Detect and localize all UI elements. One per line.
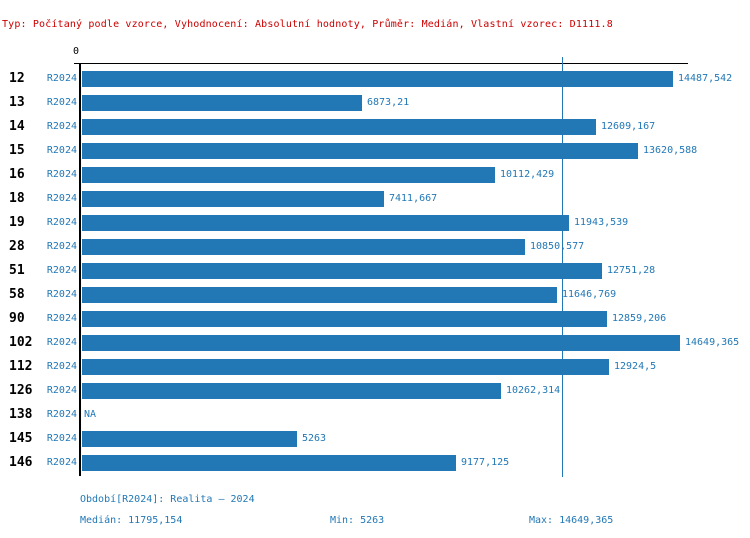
row-category-label: 112 xyxy=(9,359,33,374)
bar xyxy=(82,71,673,87)
row-category-label: 145 xyxy=(9,431,33,446)
bar xyxy=(82,455,456,471)
bar-row: 112 R2024 12924,5 xyxy=(0,359,750,375)
row-series-label: R2024 xyxy=(46,265,77,276)
bar-value-label: 5263 xyxy=(302,433,327,444)
bar-value-label: 12609,167 xyxy=(601,121,656,132)
row-series-label: R2024 xyxy=(46,121,77,132)
row-category-label: 28 xyxy=(9,239,25,254)
bar-row: 18 R2024 7411,667 xyxy=(0,191,750,207)
bar xyxy=(82,311,607,327)
bar-value-label: 10112,429 xyxy=(500,169,555,180)
row-category-label: 58 xyxy=(9,287,25,302)
bar xyxy=(82,95,362,111)
bar xyxy=(82,191,384,207)
row-series-label: R2024 xyxy=(46,241,77,252)
bar-value-label: 14487,542 xyxy=(678,73,733,84)
row-series-label: R2024 xyxy=(46,409,77,420)
bar-row: 138 R2024 NA xyxy=(0,407,750,423)
row-series-label: R2024 xyxy=(46,217,77,228)
median-stat-label: Medián: 11795,154 xyxy=(80,515,183,526)
chart-info-line: Typ: Počítaný podle vzorce, Vyhodnocení:… xyxy=(2,19,613,30)
bar-value-label: 12751,28 xyxy=(607,265,656,276)
x-axis-line xyxy=(74,63,688,64)
bar-row: 58 R2024 11646,769 xyxy=(0,287,750,303)
row-category-label: 16 xyxy=(9,167,25,182)
row-category-label: 12 xyxy=(9,71,25,86)
row-category-label: 146 xyxy=(9,455,33,470)
row-series-label: R2024 xyxy=(46,145,77,156)
bar-row: 15 R2024 13620,588 xyxy=(0,143,750,159)
x-axis-zero-label: 0 xyxy=(73,46,80,57)
row-category-label: 13 xyxy=(9,95,25,110)
bar-row: 12 R2024 14487,542 xyxy=(0,71,750,87)
bar-value-label: 14649,365 xyxy=(685,337,740,348)
bar-value-label: 13620,588 xyxy=(643,145,698,156)
row-series-label: R2024 xyxy=(46,169,77,180)
bar xyxy=(82,431,297,447)
row-series-label: R2024 xyxy=(46,97,77,108)
bar-row: 16 R2024 10112,429 xyxy=(0,167,750,183)
bar-value-label: 10850,577 xyxy=(530,241,585,252)
bar xyxy=(82,119,596,135)
bar-value-label: 12924,5 xyxy=(614,361,657,372)
bar xyxy=(82,335,680,351)
row-series-label: R2024 xyxy=(46,337,77,348)
bar xyxy=(82,359,609,375)
min-stat-label: Min: 5263 xyxy=(330,515,385,526)
bar-value-label: 7411,667 xyxy=(389,193,438,204)
bar xyxy=(82,239,525,255)
row-series-label: R2024 xyxy=(46,73,77,84)
bar xyxy=(82,383,501,399)
bar-row: 102 R2024 14649,365 xyxy=(0,335,750,351)
row-category-label: 138 xyxy=(9,407,33,422)
row-category-label: 126 xyxy=(9,383,33,398)
bar-value-label: NA xyxy=(84,409,97,420)
bar-value-label: 9177,125 xyxy=(461,457,510,468)
bar xyxy=(82,263,602,279)
bar-row: 51 R2024 12751,28 xyxy=(0,263,750,279)
row-series-label: R2024 xyxy=(46,289,77,300)
bar-row: 90 R2024 12859,206 xyxy=(0,311,750,327)
row-category-label: 14 xyxy=(9,119,25,134)
bar-row: 14 R2024 12609,167 xyxy=(0,119,750,135)
bar-value-label: 6873,21 xyxy=(367,97,410,108)
bar xyxy=(82,287,557,303)
bar-value-label: 11646,769 xyxy=(562,289,617,300)
bar-row: 146 R2024 9177,125 xyxy=(0,455,750,471)
bar-row: 13 R2024 6873,21 xyxy=(0,95,750,111)
row-category-label: 51 xyxy=(9,263,25,278)
row-category-label: 19 xyxy=(9,215,25,230)
bar-row: 28 R2024 10850,577 xyxy=(0,239,750,255)
period-label: Období[R2024]: Realita – 2024 xyxy=(80,494,255,505)
y-axis-line xyxy=(79,63,81,476)
bar-row: 19 R2024 11943,539 xyxy=(0,215,750,231)
row-series-label: R2024 xyxy=(46,433,77,444)
row-category-label: 90 xyxy=(9,311,25,326)
max-stat-label: Max: 14649,365 xyxy=(529,515,614,526)
row-category-label: 18 xyxy=(9,191,25,206)
row-category-label: 15 xyxy=(9,143,25,158)
bar xyxy=(82,215,569,231)
row-category-label: 102 xyxy=(9,335,33,350)
bar xyxy=(82,143,638,159)
row-series-label: R2024 xyxy=(46,193,77,204)
row-series-label: R2024 xyxy=(46,457,77,468)
row-series-label: R2024 xyxy=(46,313,77,324)
bar-row: 126 R2024 10262,314 xyxy=(0,383,750,399)
bar-value-label: 12859,206 xyxy=(612,313,667,324)
bar-value-label: 10262,314 xyxy=(506,385,561,396)
bar-value-label: 11943,539 xyxy=(574,217,629,228)
row-series-label: R2024 xyxy=(46,385,77,396)
row-series-label: R2024 xyxy=(46,361,77,372)
bar-row: 145 R2024 5263 xyxy=(0,431,750,447)
bar xyxy=(82,167,495,183)
